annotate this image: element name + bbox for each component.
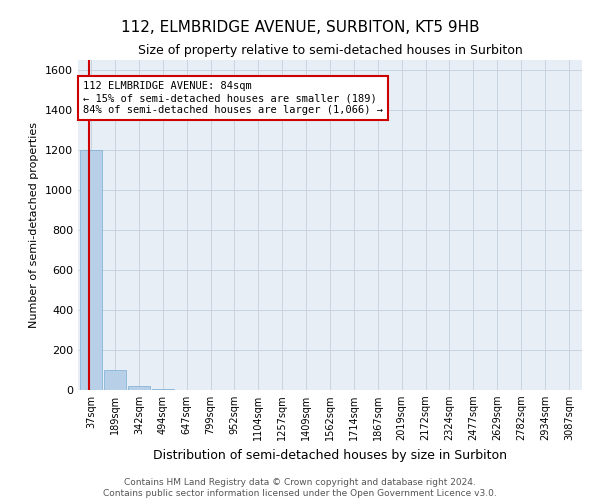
Bar xyxy=(152,389,173,390)
Text: 112, ELMBRIDGE AVENUE, SURBITON, KT5 9HB: 112, ELMBRIDGE AVENUE, SURBITON, KT5 9HB xyxy=(121,20,479,35)
Y-axis label: Number of semi-detached properties: Number of semi-detached properties xyxy=(29,122,40,328)
Text: Contains HM Land Registry data © Crown copyright and database right 2024.
Contai: Contains HM Land Registry data © Crown c… xyxy=(103,478,497,498)
Text: 112 ELMBRIDGE AVENUE: 84sqm
← 15% of semi-detached houses are smaller (189)
84% : 112 ELMBRIDGE AVENUE: 84sqm ← 15% of sem… xyxy=(83,82,383,114)
Bar xyxy=(128,386,149,390)
Title: Size of property relative to semi-detached houses in Surbiton: Size of property relative to semi-detach… xyxy=(137,44,523,58)
Bar xyxy=(80,150,102,390)
X-axis label: Distribution of semi-detached houses by size in Surbiton: Distribution of semi-detached houses by … xyxy=(153,449,507,462)
Bar xyxy=(104,370,126,390)
